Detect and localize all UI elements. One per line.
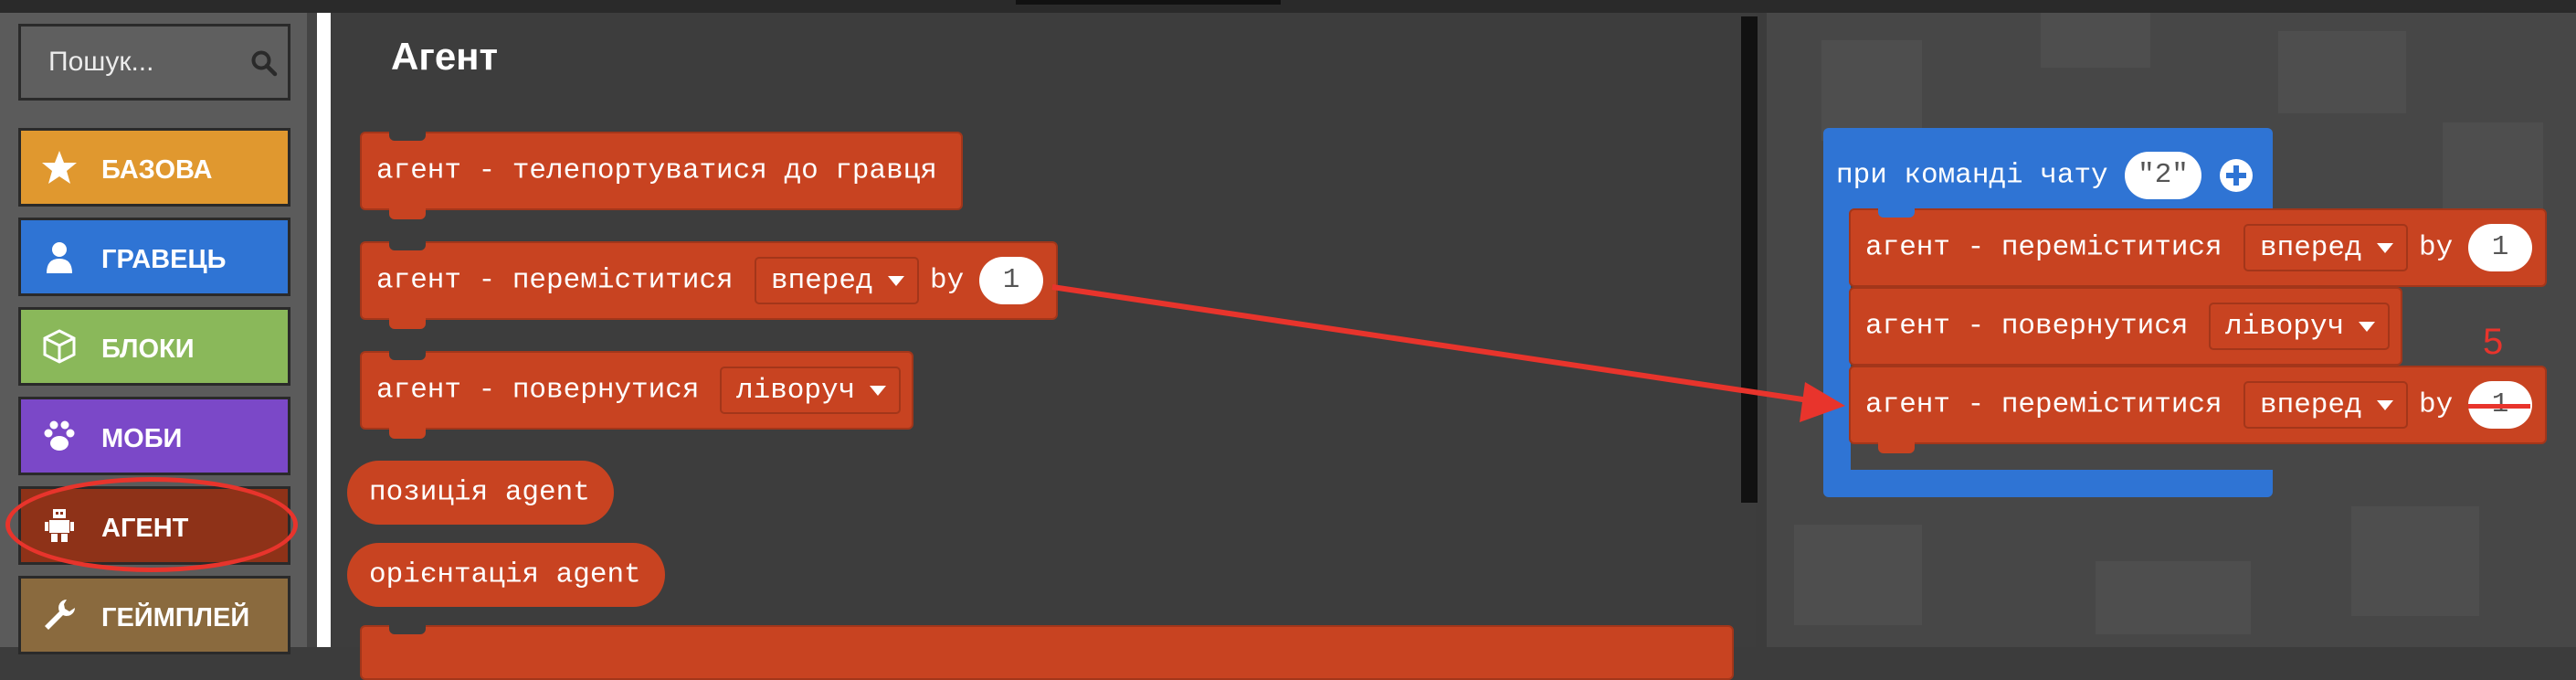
- workspace-tile: [2096, 561, 2251, 634]
- chevron-down-icon: [2359, 321, 2376, 332]
- dropdown-value: вперед: [771, 264, 873, 297]
- stack-move-block-2[interactable]: агент - переміститися вперед by 1: [1849, 366, 2547, 453]
- flyout-scrollbar[interactable]: [1741, 16, 1758, 503]
- direction-dropdown[interactable]: вперед: [2243, 381, 2408, 429]
- agent-orientation-reporter[interactable]: орієнтація agent: [347, 543, 665, 607]
- command-string-input[interactable]: "2": [2125, 152, 2201, 199]
- category-gameplay[interactable]: ГЕЙМПЛЕЙ: [18, 576, 290, 654]
- stack-turn-block[interactable]: агент - повернутися ліворуч: [1849, 287, 2402, 366]
- chevron-down-icon: [2376, 242, 2393, 253]
- plus-circle-icon[interactable]: [2218, 157, 2254, 194]
- block-notch: [1878, 208, 1915, 218]
- annotation-number: 5: [2483, 322, 2504, 362]
- workspace-tile: [1794, 525, 1922, 625]
- block-text: агент - переміститися: [1865, 388, 2222, 421]
- category-label: МОБИ: [101, 424, 183, 453]
- chevron-down-icon: [2376, 399, 2393, 410]
- block-notch: [389, 132, 426, 141]
- event-text: при команді чату: [1836, 159, 2108, 192]
- wrench-icon: [45, 600, 75, 630]
- flyout-title: Агент: [391, 35, 499, 78]
- by-label: by: [930, 264, 965, 297]
- search-placeholder: Пошук...: [48, 47, 154, 77]
- category-blocks[interactable]: БЛОКИ: [18, 307, 290, 386]
- sidebar-edge: [317, 13, 331, 647]
- category-label: БАЗОВА: [101, 155, 213, 185]
- toolbox-scrollbar[interactable]: [307, 13, 317, 647]
- direction-dropdown[interactable]: ліворуч: [720, 367, 902, 414]
- amount-input[interactable]: 1: [2468, 224, 2532, 271]
- block-text: агент - переміститися: [376, 264, 734, 297]
- stack-move-block[interactable]: агент - переміститися вперед by 1: [1849, 208, 2547, 287]
- paw-icon: [44, 420, 75, 451]
- search-icon[interactable]: [249, 48, 279, 78]
- person-icon: [47, 242, 72, 273]
- direction-dropdown[interactable]: вперед: [755, 257, 919, 304]
- block-tab: [389, 208, 426, 219]
- amount-input[interactable]: 1: [979, 257, 1043, 304]
- block-tab: [1878, 442, 1915, 453]
- highlight-circle-annotation: [5, 477, 298, 572]
- category-basic[interactable]: БАЗОВА: [18, 128, 290, 207]
- category-label: ГРАВЕЦЬ: [101, 245, 227, 274]
- direction-dropdown[interactable]: ліворуч: [2209, 303, 2391, 350]
- annotation-strike: [2468, 404, 2530, 409]
- category-label: БЛОКИ: [101, 335, 195, 364]
- block-notch: [389, 241, 426, 250]
- block-text: агент - переміститися: [1865, 231, 2222, 264]
- dropdown-value: ліворуч: [736, 374, 856, 407]
- move-block[interactable]: агент - переміститися вперед by 1: [360, 241, 1058, 329]
- workspace-tile: [2041, 13, 2150, 68]
- block-text: агент - телепортуватися до гравця: [376, 154, 937, 187]
- block-tab: [389, 428, 426, 439]
- chevron-down-icon: [887, 275, 904, 286]
- search-input[interactable]: Пошук...: [18, 24, 290, 101]
- block-text: агент - повернутися: [376, 374, 700, 407]
- direction-dropdown[interactable]: вперед: [2243, 224, 2408, 271]
- workspace-tile: [1821, 40, 1922, 141]
- top-bar-marker: [1016, 0, 1281, 5]
- block-tab: [389, 318, 426, 329]
- reporter-text: позиція agent: [369, 476, 590, 509]
- category-label: ГЕЙМПЛЕЙ: [101, 603, 250, 632]
- toolbox-sidebar: Пошук... БАЗОВА ГРАВЕЦЬ БЛОКИ МОБИ АГЕНТ…: [0, 13, 331, 654]
- chevron-down-icon: [870, 385, 887, 396]
- dropdown-value: вперед: [2260, 231, 2362, 264]
- cube-icon: [43, 329, 76, 364]
- turn-block[interactable]: агент - повернутися ліворуч: [360, 351, 913, 439]
- category-mobs[interactable]: МОБИ: [18, 397, 290, 475]
- workspace-tile: [2278, 31, 2406, 113]
- partial-block[interactable]: [360, 625, 1734, 680]
- by-label: by: [2419, 388, 2454, 421]
- dropdown-value: ліворуч: [2225, 310, 2345, 343]
- reporter-text: орієнтація agent: [369, 558, 641, 591]
- block-text: агент - повернутися: [1865, 310, 2189, 343]
- block-notch: [389, 351, 426, 360]
- block-notch: [389, 625, 426, 634]
- top-bar: [0, 0, 2576, 13]
- star-icon: [42, 151, 77, 184]
- agent-position-reporter[interactable]: позиція agent: [347, 461, 614, 525]
- category-player[interactable]: ГРАВЕЦЬ: [18, 218, 290, 296]
- workspace-tile: [2351, 506, 2479, 616]
- teleport-block[interactable]: агент - телепортуватися до гравця: [360, 132, 963, 219]
- by-label: by: [2419, 231, 2454, 264]
- dropdown-value: вперед: [2260, 388, 2362, 421]
